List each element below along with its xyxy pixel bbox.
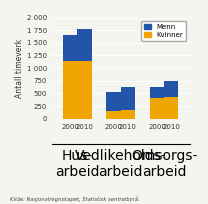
Bar <box>150 99 164 119</box>
Bar <box>63 61 77 119</box>
Bar <box>106 92 121 111</box>
Y-axis label: Antall timeverk: Antall timeverk <box>15 39 24 98</box>
Bar <box>106 111 121 119</box>
Bar <box>121 87 135 110</box>
Bar <box>164 81 178 98</box>
Legend: Menn, Kvinner: Menn, Kvinner <box>141 21 186 41</box>
Text: Kilde: Nasjonalregnskapet, Statistisk sentralbyrå.: Kilde: Nasjonalregnskapet, Statistisk se… <box>10 196 140 202</box>
Bar <box>121 110 135 119</box>
Bar <box>77 29 92 61</box>
Bar <box>77 61 92 119</box>
Bar <box>164 98 178 119</box>
Bar <box>150 87 164 99</box>
Bar <box>63 35 77 61</box>
